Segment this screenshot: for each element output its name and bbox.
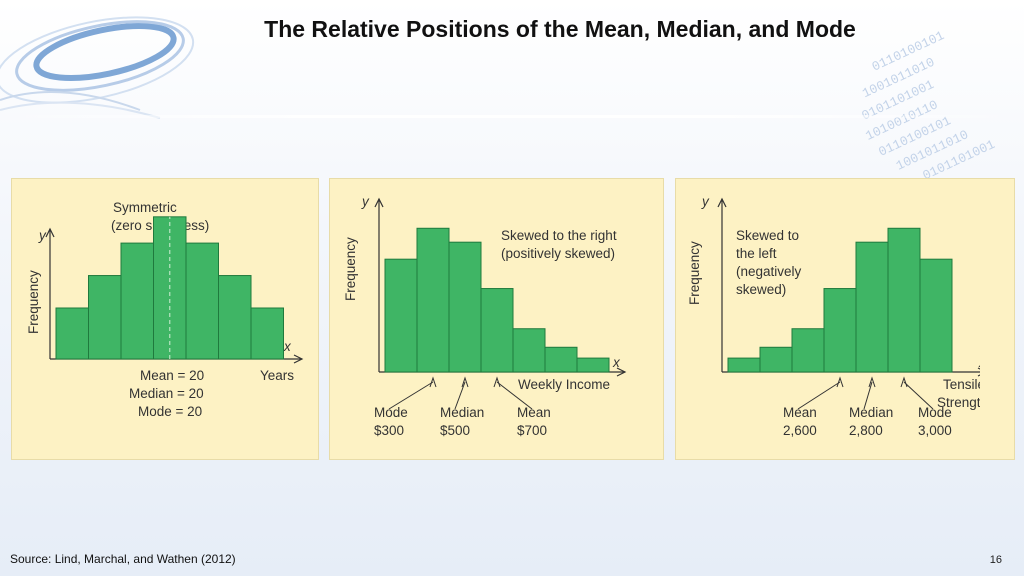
median-label: Median = 20 (129, 386, 204, 401)
marker-pointer-line (797, 381, 841, 410)
header-divider (0, 115, 1024, 118)
histogram-bar (185, 242, 219, 360)
marker-arrow-icon (836, 376, 844, 388)
y-axis-arrow-icon (717, 197, 727, 208)
marker-pointer-line (454, 381, 466, 410)
chart-right-skew: y Frequency Skewed to the right (positiv… (343, 194, 627, 438)
histogram-bar (576, 357, 610, 373)
marker-pointer-line (388, 381, 434, 410)
x-axis-letter: x (283, 339, 292, 354)
marker-name-label: Mode (374, 405, 408, 420)
chart-subtitle: (positively skewed) (501, 246, 615, 261)
x-axis-letter: x (978, 355, 980, 370)
marker-pointer-line (496, 381, 533, 410)
marker-arrow-icon (493, 376, 501, 388)
histogram-bar (250, 307, 284, 360)
y-axis-letter: y (38, 228, 47, 243)
chart-panel-right-skew: y Frequency Skewed to the right (positiv… (329, 178, 664, 460)
marker-name-label: Mean (517, 405, 551, 420)
chart-title: Symmetric (113, 200, 177, 215)
x-axis-label: Weekly Income (518, 377, 610, 392)
histogram-bar (88, 275, 122, 360)
marker-value-label: $500 (440, 423, 470, 438)
marker-arrow-icon (900, 376, 908, 388)
marker-value-label: 2,800 (849, 423, 883, 438)
x-axis-label: Years (260, 368, 294, 383)
histogram-bar (218, 275, 252, 360)
histogram-bar (919, 258, 953, 373)
marker-group: Mode $300 Median $500 Mean $700 (374, 376, 551, 438)
y-axis-label: Frequency (343, 237, 358, 301)
histogram-bar (727, 357, 761, 373)
marker-arrow-icon (429, 376, 437, 388)
mean-label: Mean = 20 (140, 368, 204, 383)
histogram-bar (855, 241, 889, 373)
source-citation: Source: Lind, Marchal, and Wathen (2012) (10, 552, 236, 566)
marker-name-label: Mean (783, 405, 817, 420)
marker-value-label: 2,600 (783, 423, 817, 438)
y-axis-label: Frequency (687, 241, 702, 305)
y-axis-label: Frequency (26, 270, 41, 334)
chart-subtitle-line-1: the left (736, 246, 777, 261)
y-axis-letter: y (701, 194, 710, 209)
chart-left-skew: y Frequency Skewed to the left (negative… (687, 194, 980, 438)
histogram-bar (416, 227, 450, 373)
x-axis-label-line-1: Tensile (943, 377, 980, 392)
chart-title: Skewed to the right (501, 228, 617, 243)
swirl-decoration-icon (0, 16, 195, 119)
histogram-bar (791, 328, 825, 373)
histogram-bar (544, 346, 578, 373)
marker-pointer-line (903, 381, 934, 410)
marker-arrow-icon (461, 376, 469, 388)
chart-subtitle-line-3: skewed) (736, 282, 786, 297)
marker-name-label: Mode (918, 405, 952, 420)
x-axis-arrow-icon (616, 367, 627, 377)
chart-subtitle-line-2: (negatively (736, 264, 802, 279)
y-axis-arrow-icon (374, 197, 384, 208)
histogram-bar (887, 227, 921, 373)
x-axis-label-line-2: Strength (937, 395, 980, 410)
chart-panel-symmetric: Symmetric (zero skewness) y Frequency x … (11, 178, 319, 460)
mode-label: Mode = 20 (138, 404, 202, 419)
histogram-bar (512, 328, 546, 373)
y-axis-letter: y (361, 194, 370, 209)
marker-arrow-icon (868, 376, 876, 388)
x-axis-letter: x (612, 355, 621, 370)
marker-name-label: Median (849, 405, 893, 420)
histogram-bar (823, 288, 857, 373)
marker-value-label: $700 (517, 423, 547, 438)
chart-title: Skewed to (736, 228, 799, 243)
chart-symmetric: Symmetric (zero skewness) y Frequency x … (26, 200, 304, 419)
marker-value-label: $300 (374, 423, 404, 438)
y-axis-arrow-icon (45, 227, 55, 238)
slide-title: The Relative Positions of the Mean, Medi… (264, 16, 856, 42)
histogram-bar (759, 346, 793, 373)
marker-name-label: Median (440, 405, 484, 420)
chart-panel-left-skew: y Frequency Skewed to the left (negative… (675, 178, 1015, 460)
histogram-bar (120, 242, 154, 360)
marker-group: Mean 2,600 Median 2,800 Mode 3,000 (783, 376, 952, 438)
histogram-bar (384, 258, 418, 373)
histogram-bar (448, 241, 482, 373)
x-axis-arrow-icon (293, 354, 304, 364)
marker-value-label: 3,000 (918, 423, 952, 438)
histogram-bar (55, 307, 89, 360)
page-number: 16 (989, 554, 1002, 566)
marker-pointer-line (863, 381, 873, 410)
histogram-bar (480, 288, 514, 373)
